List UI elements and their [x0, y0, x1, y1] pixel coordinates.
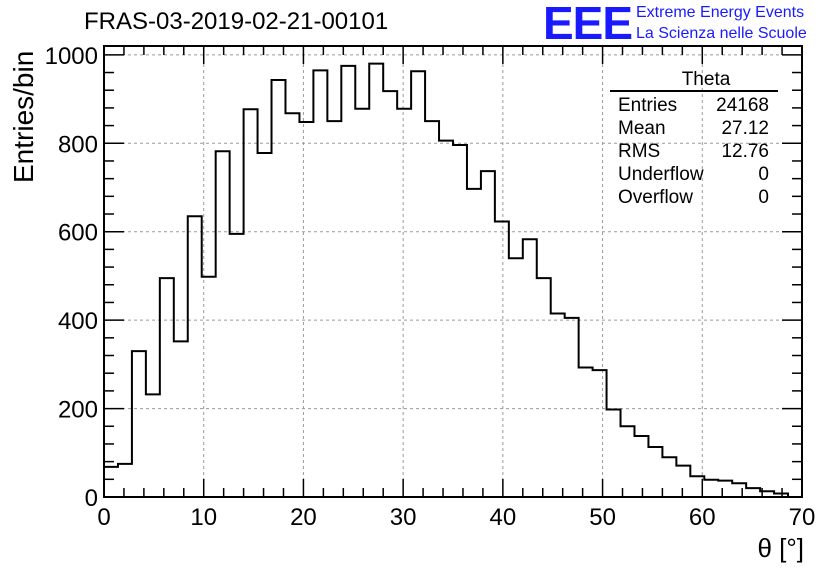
stats-value: 0: [758, 164, 769, 185]
stats-title: Theta: [681, 69, 731, 90]
y-tick-label: 200: [58, 397, 98, 424]
stats-label: Overflow: [618, 187, 693, 208]
stats-row-mean: Mean 27.12: [610, 117, 778, 140]
stats-label: Entries: [618, 95, 678, 116]
y-tick-label: 0: [85, 485, 98, 512]
stats-value: 12.76: [721, 141, 769, 162]
eee-logo-text: Extreme Energy Events La Scienza nelle S…: [636, 2, 807, 44]
stats-value: 27.12: [721, 118, 769, 139]
y-tick-label: 800: [58, 131, 98, 158]
histogram-series-theta: [104, 62, 802, 498]
y-tick-label: 1000: [45, 43, 98, 70]
stats-divider: [610, 90, 778, 92]
x-tick-label: 40: [490, 504, 517, 531]
x-axis-label: θ [°]: [757, 533, 804, 563]
stats-label: Mean: [618, 118, 666, 139]
stats-row-overflow: Overflow 0: [610, 186, 778, 209]
x-tick-label: 0: [97, 504, 110, 531]
stats-row-rms: RMS 12.76: [610, 140, 778, 163]
stats-box: Theta Entries 24168 Mean 27.12 RMS 12.76…: [610, 69, 778, 209]
y-tick-label: 400: [58, 308, 98, 335]
x-tick-label: 10: [190, 504, 217, 531]
plot-frame: [103, 45, 803, 498]
y-axis-label: Entries/bin: [8, 50, 39, 183]
y-tick-label: 600: [58, 220, 98, 247]
x-tick-label: 20: [290, 504, 317, 531]
stats-row-underflow: Underflow 0: [610, 163, 778, 186]
chart-title: FRAS-03-2019-02-21-00101: [84, 8, 389, 35]
stats-value: 24168: [716, 95, 769, 116]
logo-line-2: La Scienza nelle Scuole: [636, 25, 807, 42]
stats-label: Underflow: [618, 164, 704, 185]
x-tick-label: 70: [789, 504, 816, 531]
x-tick-label: 30: [390, 504, 417, 531]
x-tick-label: 60: [689, 504, 716, 531]
stats-label: RMS: [618, 141, 661, 162]
logo-line-1: Extreme Energy Events: [636, 4, 805, 21]
eee-logo-mark: EEE: [543, 0, 633, 49]
stats-row-entries: Entries 24168: [610, 94, 778, 117]
axis-ticks: [103, 46, 803, 498]
stats-value: 0: [758, 187, 769, 208]
axis-tick-labels: 0 10 20 30 40 50 60 70 0 200 400 600 800 1000: [45, 43, 816, 531]
x-tick-label: 50: [589, 504, 616, 531]
